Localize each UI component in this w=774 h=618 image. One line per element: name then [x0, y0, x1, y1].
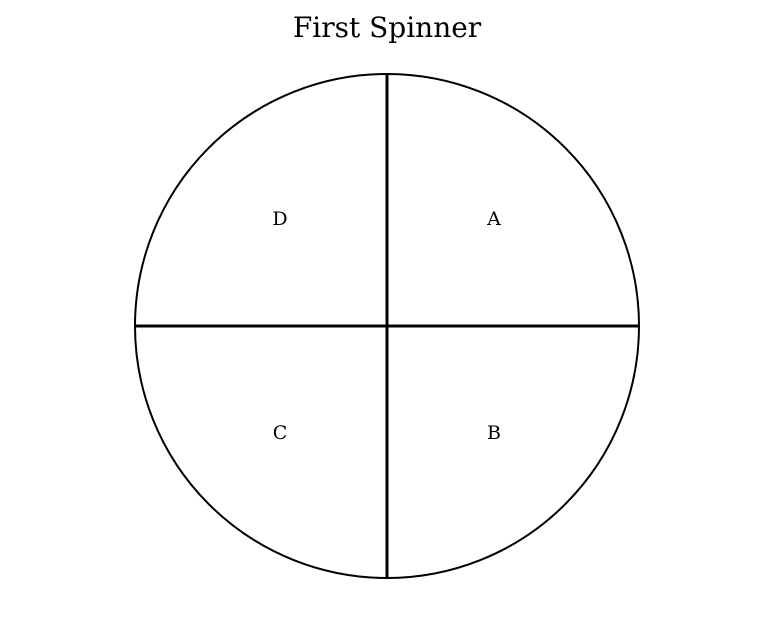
sector-label-d: D — [272, 208, 287, 230]
sector-label-c: C — [273, 422, 288, 444]
sector-label-b: B — [487, 422, 501, 444]
sector-label-a: A — [486, 208, 501, 230]
spinner: A B C D — [134, 73, 640, 579]
diagram-title: First Spinner — [293, 11, 482, 44]
